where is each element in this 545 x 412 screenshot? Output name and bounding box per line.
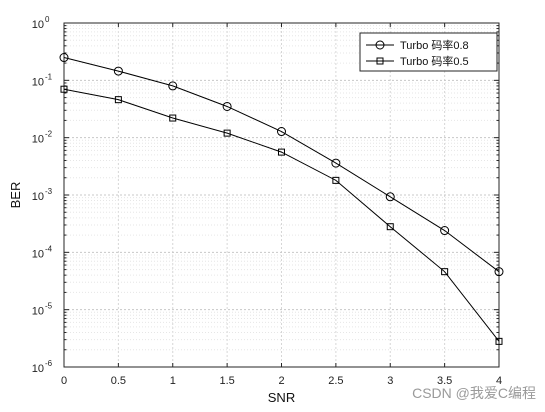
y-tick-label: 10-2 — [32, 130, 53, 146]
y-tick-label: 10-3 — [32, 187, 53, 203]
y-tick-label: 10-1 — [32, 72, 53, 88]
data-point-circle — [277, 127, 286, 137]
series-2 — [60, 85, 503, 345]
legend-entry-1: Turbo 码率0.8 — [366, 38, 469, 52]
x-tick-label: 0.5 — [111, 375, 126, 387]
x-tick-label: 3.5 — [437, 375, 452, 387]
x-tick-label: 3 — [387, 375, 393, 387]
x-tick-label: 1.5 — [219, 375, 234, 387]
series-line-2 — [63, 88, 500, 342]
data-point-circle — [494, 267, 504, 277]
data-point-circle — [385, 192, 395, 202]
y-tick-label: 10-5 — [32, 302, 53, 318]
y-axis-label: BER — [8, 182, 23, 209]
data-point-circle — [59, 53, 69, 63]
y-tick-label: 10-6 — [32, 359, 53, 375]
y-tick-label: 100 — [32, 15, 50, 31]
grid-lines — [64, 23, 499, 367]
data-point-square — [278, 148, 285, 156]
data-point-square — [169, 114, 177, 122]
series-line-1 — [63, 57, 500, 273]
data-point-circle — [168, 81, 178, 91]
data-point-square — [332, 176, 340, 184]
legend-box — [359, 32, 498, 72]
data-point-square — [223, 129, 231, 137]
y-tick-label: 10-4 — [32, 244, 53, 260]
data-point-square — [60, 85, 68, 93]
data-point-square — [386, 223, 394, 231]
legend-label-2: Turbo 码率0.5 — [400, 54, 469, 68]
data-point-circle — [331, 158, 341, 168]
watermark: CSDN @我爱C编程 — [412, 385, 536, 401]
data-point-square — [441, 268, 449, 276]
x-tick-label: 2 — [278, 375, 284, 387]
legend-entry-2: Turbo 码率0.5 — [366, 54, 469, 68]
series-1 — [59, 53, 504, 277]
x-tick-label: 4 — [496, 375, 502, 387]
data-point-circle — [440, 226, 450, 236]
legend-square-marker-icon — [376, 57, 384, 65]
x-tick-label: 2.5 — [328, 375, 343, 387]
data-point-square — [114, 96, 122, 104]
legend: Turbo 码率0.8 Turbo 码率0.5 — [359, 32, 498, 72]
x-axis-label: SNR — [268, 390, 295, 405]
data-point-circle — [113, 66, 123, 76]
series-lines — [59, 53, 504, 345]
legend-label-1: Turbo 码率0.8 — [400, 38, 469, 52]
x-tick-label: 1 — [170, 375, 176, 387]
data-point-circle — [222, 101, 232, 111]
x-tick-label: 0 — [61, 375, 67, 387]
legend-circle-marker-icon — [375, 40, 385, 50]
data-point-square — [495, 337, 503, 345]
